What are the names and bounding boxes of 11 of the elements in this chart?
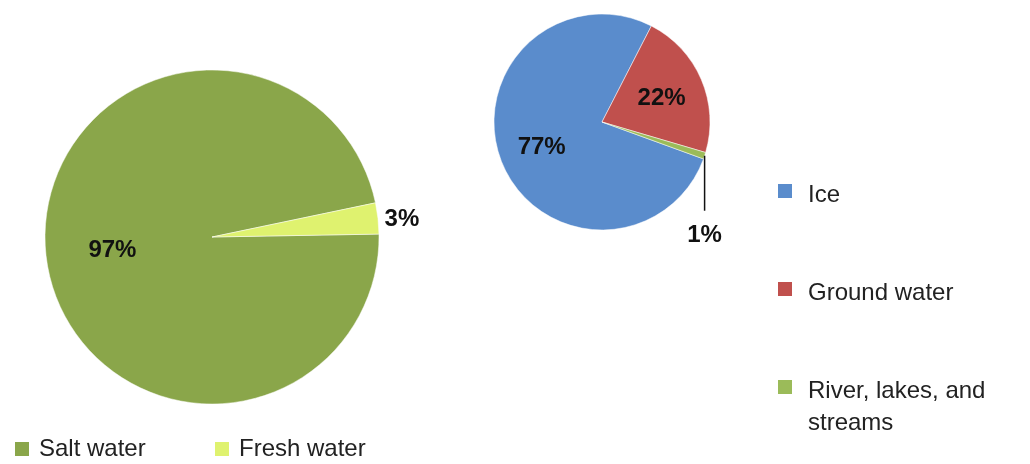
data-label: 77% <box>517 132 566 160</box>
legend-label: Ice <box>808 180 841 207</box>
legend-label: Ground water <box>808 278 954 305</box>
data-label: 3% <box>384 204 420 232</box>
legend-label: Fresh water <box>239 434 366 461</box>
data-label: 1% <box>687 220 722 248</box>
pie-slice <box>44 70 380 405</box>
data-label: 22% <box>637 82 686 110</box>
data-label: 97% <box>88 234 137 262</box>
legend-label: Salt water <box>39 434 146 461</box>
legend-label: River, lakes, and streams <box>808 376 986 435</box>
